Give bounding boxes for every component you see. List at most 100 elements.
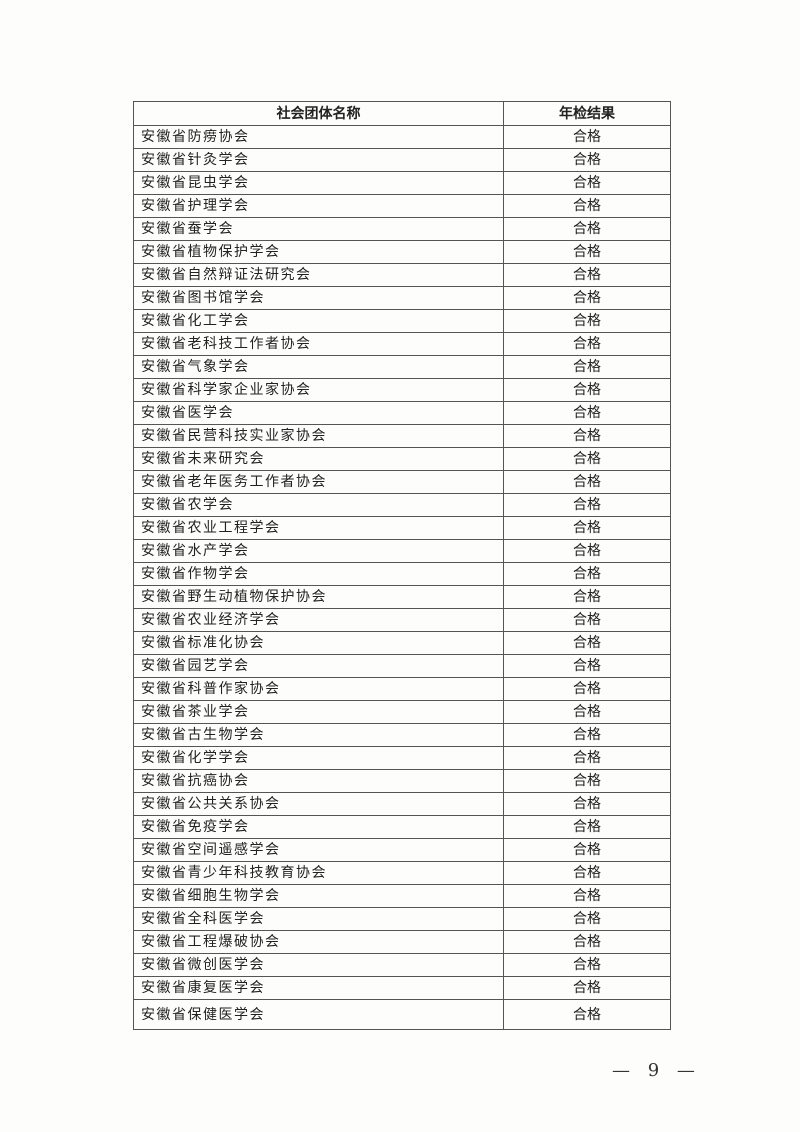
inspection-result-cell: 合格 — [503, 194, 671, 218]
organization-name-cell: 安徽省蚕学会 — [133, 217, 504, 241]
inspection-result-cell: 合格 — [503, 700, 671, 724]
organization-name-cell: 安徽省免疫学会 — [133, 815, 504, 839]
inspection-result-cell: 合格 — [503, 516, 671, 540]
inspection-result-cell: 合格 — [503, 148, 671, 172]
inspection-result-cell: 合格 — [503, 171, 671, 195]
table-row: 安徽省作物学会 合格 — [133, 562, 671, 586]
inspection-result-cell: 合格 — [503, 792, 671, 816]
organization-name-cell: 安徽省老科技工作者协会 — [133, 332, 504, 356]
table-row: 安徽省化学学会 合格 — [133, 746, 671, 770]
table-row: 安徽省未来研究会 合格 — [133, 447, 671, 471]
inspection-result-cell: 合格 — [503, 953, 671, 977]
inspection-result-cell: 合格 — [503, 769, 671, 793]
table-row: 安徽省抗癌协会 合格 — [133, 769, 671, 793]
table-row: 安徽省图书馆学会 合格 — [133, 286, 671, 310]
inspection-result-cell: 合格 — [503, 654, 671, 678]
inspection-result-cell: 合格 — [503, 562, 671, 586]
inspection-result-cell: 合格 — [503, 378, 671, 402]
column-header-inspection-result: 年检结果 — [503, 101, 671, 126]
table-row: 安徽省气象学会 合格 — [133, 355, 671, 379]
organization-name-cell: 安徽省标准化协会 — [133, 631, 504, 655]
table-row: 安徽省老科技工作者协会 合格 — [133, 332, 671, 356]
table-row: 安徽省茶业学会 合格 — [133, 700, 671, 724]
inspection-result-cell: 合格 — [503, 125, 671, 149]
inspection-result-cell: 合格 — [503, 447, 671, 471]
organization-name-cell: 安徽省自然辩证法研究会 — [133, 263, 504, 287]
table-row: 安徽省青少年科技教育协会 合格 — [133, 861, 671, 885]
organization-name-cell: 安徽省气象学会 — [133, 355, 504, 379]
table-row: 安徽省水产学会 合格 — [133, 539, 671, 563]
inspection-result-cell: 合格 — [503, 884, 671, 908]
organization-name-cell: 安徽省针灸学会 — [133, 148, 504, 172]
organization-name-cell: 安徽省老年医务工作者协会 — [133, 470, 504, 494]
table-row: 安徽省园艺学会 合格 — [133, 654, 671, 678]
table-row: 安徽省科学家企业家协会 合格 — [133, 378, 671, 402]
table-row: 安徽省野生动植物保护协会 合格 — [133, 585, 671, 609]
organization-name-cell: 安徽省全科医学会 — [133, 907, 504, 931]
table-row: 安徽省农学会 合格 — [133, 493, 671, 517]
inspection-result-cell: 合格 — [503, 838, 671, 862]
table-row: 安徽省标准化协会 合格 — [133, 631, 671, 655]
organization-name-cell: 安徽省科学家企业家协会 — [133, 378, 504, 402]
organization-name-cell: 安徽省古生物学会 — [133, 723, 504, 747]
organization-name-cell: 安徽省园艺学会 — [133, 654, 504, 678]
organization-name-cell: 安徽省护理学会 — [133, 194, 504, 218]
inspection-result-cell: 合格 — [503, 631, 671, 655]
organization-name-cell: 安徽省农业经济学会 — [133, 608, 504, 632]
inspection-result-cell: 合格 — [503, 815, 671, 839]
inspection-result-cell: 合格 — [503, 332, 671, 356]
organization-name-cell: 安徽省工程爆破协会 — [133, 930, 504, 954]
organization-name-cell: 安徽省防痨协会 — [133, 125, 504, 149]
inspection-result-cell: 合格 — [503, 539, 671, 563]
table-row: 安徽省免疫学会 合格 — [133, 815, 671, 839]
inspection-result-cell: 合格 — [503, 999, 671, 1030]
table-header-row: 社会团体名称 年检结果 — [133, 101, 671, 126]
inspection-result-cell: 合格 — [503, 746, 671, 770]
inspection-result-cell: 合格 — [503, 930, 671, 954]
organization-name-cell: 安徽省茶业学会 — [133, 700, 504, 724]
table-row: 安徽省全科医学会 合格 — [133, 907, 671, 931]
inspection-result-cell: 合格 — [503, 608, 671, 632]
table-row: 安徽省防痨协会 合格 — [133, 125, 671, 149]
organization-name-cell: 安徽省公共关系协会 — [133, 792, 504, 816]
table-row: 安徽省护理学会 合格 — [133, 194, 671, 218]
table-row: 安徽省工程爆破协会 合格 — [133, 930, 671, 954]
organization-name-cell: 安徽省植物保护学会 — [133, 240, 504, 264]
table-row: 安徽省空间遥感学会 合格 — [133, 838, 671, 862]
table-row: 安徽省植物保护学会 合格 — [133, 240, 671, 264]
table-row: 安徽省化工学会 合格 — [133, 309, 671, 333]
inspection-result-cell: 合格 — [503, 355, 671, 379]
table-row: 安徽省民营科技实业家协会 合格 — [133, 424, 671, 448]
table-row: 安徽省康复医学会 合格 — [133, 976, 671, 1000]
table-row: 安徽省农业经济学会 合格 — [133, 608, 671, 632]
table-row: 安徽省老年医务工作者协会 合格 — [133, 470, 671, 494]
table-row: 安徽省针灸学会 合格 — [133, 148, 671, 172]
inspection-result-cell: 合格 — [503, 424, 671, 448]
inspection-result-cell: 合格 — [503, 493, 671, 517]
organization-name-cell: 安徽省青少年科技教育协会 — [133, 861, 504, 885]
table-row: 安徽省科普作家协会 合格 — [133, 677, 671, 701]
table-row: 安徽省微创医学会 合格 — [133, 953, 671, 977]
inspection-result-cell: 合格 — [503, 217, 671, 241]
table-row: 安徽省自然辩证法研究会 合格 — [133, 263, 671, 287]
inspection-result-cell: 合格 — [503, 470, 671, 494]
organization-name-cell: 安徽省未来研究会 — [133, 447, 504, 471]
organization-name-cell: 安徽省科普作家协会 — [133, 677, 504, 701]
organization-name-cell: 安徽省作物学会 — [133, 562, 504, 586]
organization-name-cell: 安徽省细胞生物学会 — [133, 884, 504, 908]
table-row: 安徽省公共关系协会 合格 — [133, 792, 671, 816]
table-row: 安徽省医学会 合格 — [133, 401, 671, 425]
organization-name-cell: 安徽省农学会 — [133, 493, 504, 517]
organization-name-cell: 安徽省昆虫学会 — [133, 171, 504, 195]
inspection-result-cell: 合格 — [503, 240, 671, 264]
inspection-result-cell: 合格 — [503, 263, 671, 287]
table-row: 安徽省农业工程学会 合格 — [133, 516, 671, 540]
inspection-result-cell: 合格 — [503, 861, 671, 885]
table-row: 安徽省保健医学会 合格 — [133, 999, 671, 1030]
table-row: 安徽省昆虫学会 合格 — [133, 171, 671, 195]
table-row: 安徽省古生物学会 合格 — [133, 723, 671, 747]
table-row: 安徽省细胞生物学会 合格 — [133, 884, 671, 908]
organization-name-cell: 安徽省农业工程学会 — [133, 516, 504, 540]
organization-name-cell: 安徽省空间遥感学会 — [133, 838, 504, 862]
organization-name-cell: 安徽省化工学会 — [133, 309, 504, 333]
